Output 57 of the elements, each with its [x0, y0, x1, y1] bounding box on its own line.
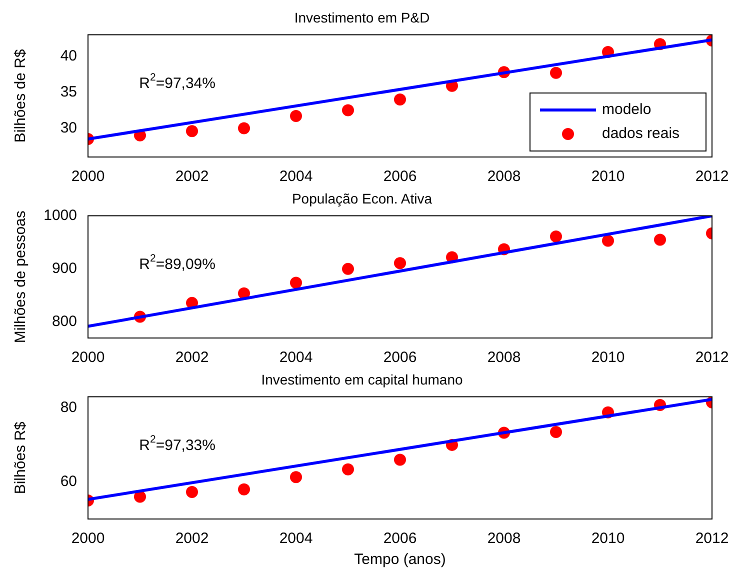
x-tick-label: 2012	[695, 349, 729, 366]
x-tick-label: 2012	[695, 168, 729, 186]
point	[394, 454, 406, 466]
x-tick-label: 2006	[383, 530, 417, 548]
point	[342, 463, 354, 476]
y-tick-label: 35	[60, 83, 77, 100]
point	[550, 230, 562, 243]
point	[290, 110, 302, 122]
y-tick-label: 800	[52, 313, 77, 330]
x-tick-label: 2010	[591, 530, 625, 548]
x-tick-label: 2004	[279, 349, 313, 366]
point	[394, 257, 406, 270]
point	[654, 234, 666, 246]
chart-title: População Econ. Ativa	[292, 190, 432, 206]
point	[342, 104, 354, 116]
point	[134, 490, 146, 503]
chart-title: Investimento em capital humano	[261, 371, 463, 388]
point	[186, 125, 198, 138]
x-tick-label: 2002	[175, 530, 209, 548]
point	[238, 122, 250, 134]
x-axis-title: Tempo (anos)	[354, 551, 446, 568]
point	[342, 262, 354, 275]
x-tick-label: 2006	[383, 168, 417, 186]
point	[290, 471, 302, 484]
x-tick-label: 2010	[591, 168, 625, 186]
x-tick-label: 2012	[695, 530, 729, 548]
y-axis-title: Bilhões R$	[12, 420, 30, 494]
point	[238, 483, 250, 496]
x-tick-label: 2000	[71, 349, 105, 366]
y-tick-label: 40	[60, 48, 77, 65]
x-tick-label: 2000	[71, 168, 105, 186]
point	[186, 486, 198, 498]
x-tick-label: 2000	[71, 530, 105, 548]
x-tick-label: 2002	[175, 349, 209, 366]
y-tick-label: 900	[52, 260, 77, 278]
chart-title: Investimento em P&D	[294, 9, 430, 26]
point	[550, 66, 562, 79]
point	[550, 426, 562, 438]
point	[290, 276, 302, 289]
x-tick-label: 2004	[279, 168, 313, 186]
x-tick-label: 2006	[383, 349, 417, 366]
point	[394, 93, 406, 106]
y-axis-title: Bilhões de R$	[12, 48, 30, 143]
x-tick-label: 2002	[175, 168, 209, 186]
legend-label: modelo	[602, 101, 652, 118]
x-tick-label: 2010	[591, 349, 625, 366]
x-tick-label: 2004	[279, 530, 313, 548]
legend-label: dados reais	[602, 125, 680, 142]
point	[602, 234, 614, 247]
y-axis-title: Milhões de pessoas	[12, 210, 30, 344]
x-tick-label: 2008	[487, 530, 521, 548]
x-tick-label: 2008	[487, 168, 521, 186]
y-tick-label: 1000	[44, 206, 77, 224]
y-tick-label: 80	[60, 399, 77, 416]
y-tick-label: 30	[60, 119, 77, 136]
y-tick-label: 60	[60, 473, 77, 490]
x-tick-label: 2008	[487, 349, 521, 366]
